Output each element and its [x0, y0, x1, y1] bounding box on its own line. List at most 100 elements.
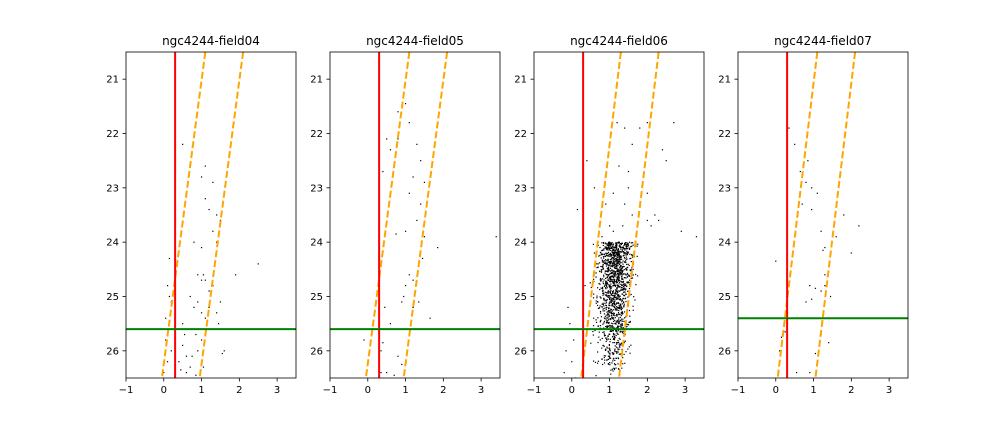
- data-point: [612, 253, 614, 255]
- data-point: [182, 143, 184, 145]
- data-point: [603, 335, 606, 337]
- data-point: [612, 292, 614, 294]
- data-point: [620, 309, 622, 311]
- data-point: [616, 262, 618, 264]
- selection-band-line-2: [814, 52, 857, 378]
- data-point: [595, 300, 597, 302]
- data-point: [620, 343, 622, 345]
- data-point: [603, 313, 606, 315]
- data-point: [616, 297, 618, 299]
- data-point: [408, 192, 410, 194]
- data-point: [603, 355, 605, 357]
- data-point: [607, 351, 610, 353]
- data-point: [622, 302, 625, 304]
- data-point: [788, 127, 790, 129]
- data-point: [614, 319, 616, 322]
- data-point: [609, 267, 612, 269]
- data-point: [605, 307, 607, 309]
- data-point: [625, 293, 627, 295]
- data-point: [612, 336, 614, 338]
- y-tick-label: 22: [718, 129, 731, 140]
- data-point: [622, 282, 625, 284]
- data-point: [618, 348, 620, 350]
- data-point: [612, 244, 614, 246]
- data-point: [597, 317, 599, 319]
- data-point: [624, 273, 626, 275]
- data-point: [629, 258, 631, 260]
- data-point: [602, 267, 604, 269]
- data-point: [605, 281, 608, 283]
- data-point: [604, 316, 606, 318]
- data-point: [421, 257, 424, 260]
- data-point: [606, 339, 608, 341]
- data-point: [607, 248, 609, 250]
- data-point: [616, 351, 618, 353]
- data-point: [610, 312, 613, 315]
- data-point: [607, 261, 609, 263]
- data-point: [824, 247, 826, 249]
- data-point: [624, 203, 626, 205]
- data-point: [612, 291, 614, 293]
- data-point: [604, 246, 606, 248]
- data-point: [621, 286, 623, 289]
- data-point: [607, 291, 609, 294]
- data-point: [612, 257, 614, 259]
- data-point: [632, 305, 634, 307]
- data-point: [606, 320, 608, 322]
- data-point: [612, 254, 614, 257]
- data-point: [607, 320, 609, 322]
- data-point: [610, 287, 612, 290]
- data-point: [617, 294, 619, 296]
- data-point: [598, 331, 600, 333]
- data-point: [604, 242, 607, 244]
- data-point: [612, 245, 614, 247]
- data-point: [616, 321, 618, 323]
- data-point: [625, 245, 627, 247]
- data-point: [607, 269, 609, 271]
- data-point: [204, 279, 206, 281]
- panel-title: ngc4244-field07: [774, 34, 872, 48]
- data-point: [626, 263, 628, 266]
- data-point: [618, 253, 620, 255]
- y-tick-label: 26: [106, 346, 119, 357]
- data-point: [605, 295, 607, 297]
- data-point: [613, 313, 615, 316]
- data-point: [611, 247, 613, 249]
- data-point: [617, 295, 619, 297]
- data-point: [604, 349, 607, 351]
- data-point: [619, 304, 622, 306]
- data-point: [623, 320, 625, 322]
- y-tick-label: 21: [514, 75, 527, 86]
- data-point: [617, 347, 619, 349]
- data-point: [610, 290, 612, 292]
- data-point: [404, 285, 407, 287]
- data-point: [609, 286, 611, 288]
- plot-area: [534, 52, 704, 378]
- data-point: [621, 325, 623, 327]
- panel-title: ngc4244-field05: [366, 34, 464, 48]
- data-point: [615, 297, 617, 299]
- data-point: [624, 242, 627, 244]
- data-point: [623, 303, 625, 305]
- data-point: [208, 290, 210, 292]
- data-point: [601, 249, 603, 251]
- data-point: [603, 285, 606, 287]
- data-point: [610, 325, 612, 327]
- data-point: [616, 248, 618, 250]
- data-point: [626, 266, 628, 269]
- data-point: [595, 272, 597, 274]
- data-point: [608, 284, 610, 286]
- data-point: [608, 246, 610, 248]
- data-point: [609, 263, 611, 265]
- data-point: [602, 363, 604, 366]
- data-point: [611, 261, 613, 263]
- data-point: [626, 254, 629, 256]
- data-point: [606, 253, 608, 255]
- data-point: [602, 283, 604, 285]
- data-point: [590, 342, 592, 344]
- data-point: [595, 302, 597, 304]
- data-point: [620, 288, 622, 290]
- data-point: [618, 304, 620, 306]
- data-point: [601, 306, 603, 308]
- data-point: [621, 367, 623, 369]
